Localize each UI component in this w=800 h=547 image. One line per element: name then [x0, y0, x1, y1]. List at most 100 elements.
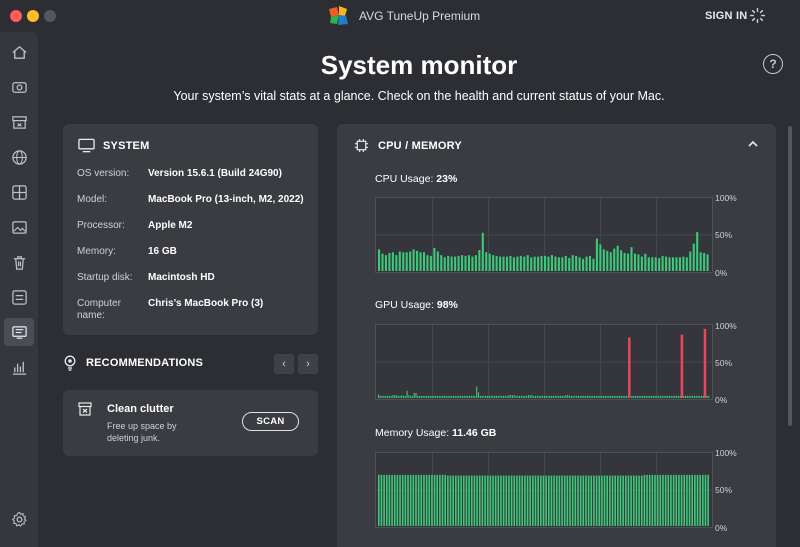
gpu-bar: [558, 395, 560, 398]
gpu-bar: [379, 395, 381, 398]
help-icon[interactable]: ?: [763, 54, 783, 74]
avg-logo-icon: [329, 6, 348, 25]
memory-bar: [617, 475, 619, 526]
gpu-bar: [467, 395, 469, 398]
gpu-bar: [699, 395, 701, 398]
memory-bar: [670, 474, 672, 526]
cpu-usage-chart: [375, 197, 713, 273]
memory-bar: [417, 474, 420, 526]
gpu-bar: [495, 395, 497, 398]
sidebar-item-home[interactable]: [4, 38, 34, 66]
memory-bar: [678, 474, 680, 526]
cpu-bar: [388, 253, 391, 271]
cpu-bar: [443, 257, 446, 271]
spec-value: Apple M2: [148, 220, 193, 231]
close-window-button[interactable]: [10, 10, 22, 22]
sidebar-item-startup[interactable]: [4, 283, 34, 311]
memory-bar: [532, 475, 534, 526]
memory-bar: [664, 474, 667, 526]
memory-bar: [441, 474, 444, 526]
minimize-window-button[interactable]: [27, 10, 39, 22]
gpu-bar: [477, 392, 480, 398]
memory-bar: [383, 474, 385, 526]
gpu-bar: [445, 395, 447, 398]
memory-bar: [659, 474, 662, 526]
memory-bar: [563, 475, 566, 526]
cpu-bar: [519, 255, 522, 271]
gpu-bar: [429, 395, 431, 398]
cpu-bar: [440, 255, 443, 271]
memory-bar: [473, 475, 476, 526]
sign-in-link[interactable]: SIGN IN: [705, 10, 748, 22]
gpu-bar: [465, 395, 467, 398]
gpu-bar: [381, 395, 383, 398]
gpu-bar: [433, 395, 435, 398]
memory-usage-label: Memory Usage: 11.46 GB: [375, 427, 496, 439]
spec-key: Model:: [77, 194, 108, 205]
gpu-bar: [470, 395, 472, 398]
gpu-bar: [497, 395, 499, 398]
cpu-bar: [481, 232, 484, 271]
sidebar: [0, 32, 38, 547]
gpu-bar: [706, 395, 708, 398]
sidebar-item-settings[interactable]: [4, 505, 34, 533]
cpu-bar: [554, 256, 557, 271]
sidebar-item-apps[interactable]: [4, 178, 34, 206]
sidebar-item-photos[interactable]: [4, 213, 34, 241]
gpu-bar: [688, 395, 690, 398]
sidebar-item-system-monitor[interactable]: [4, 318, 34, 346]
gpu-bar: [426, 395, 428, 398]
gpu-bar: [513, 395, 515, 398]
apps-icon: [11, 184, 27, 200]
gpu-bar: [581, 395, 583, 398]
gpu-bar: [640, 395, 642, 398]
memory-bar: [478, 475, 481, 526]
cpu-bar: [658, 258, 661, 271]
memory-bar: [388, 474, 391, 526]
sidebar-item-browser[interactable]: [4, 143, 34, 171]
gpu-bar: [511, 395, 513, 398]
recommendations-next-button[interactable]: ›: [298, 354, 318, 374]
cpu-usage-label: CPU Usage: 23%: [375, 173, 457, 185]
cpu-bar: [575, 255, 578, 271]
cpu-bar: [547, 256, 550, 271]
gpu-bar: [529, 395, 531, 398]
cpu-bar: [433, 247, 436, 271]
gpu-bar: [602, 395, 604, 398]
gpu-bar: [481, 395, 483, 398]
gpu-bar: [560, 395, 562, 398]
memory-bar: [391, 474, 393, 526]
sidebar-item-stats[interactable]: [4, 353, 34, 381]
sidebar-item-performance[interactable]: [4, 73, 34, 101]
memory-bar: [542, 475, 545, 526]
memory-bar: [439, 474, 441, 526]
gpu-bar: [490, 395, 492, 398]
gpu-bar: [476, 386, 478, 398]
gpu-bar: [449, 395, 451, 398]
memory-bar: [553, 475, 555, 526]
gpu-bar: [708, 395, 710, 398]
cpu-bar: [492, 255, 495, 271]
gpu-bar: [649, 395, 651, 398]
zoom-window-button[interactable]: [44, 10, 56, 22]
memory-bar: [601, 475, 603, 526]
chevron-up-icon[interactable]: [747, 138, 759, 150]
scan-button[interactable]: SCAN: [242, 412, 299, 431]
sidebar-item-trash[interactable]: [4, 248, 34, 276]
memory-bar: [433, 474, 436, 526]
spec-value: Version 15.6.1 (Build 24G90): [148, 168, 282, 179]
gpu-bar: [469, 395, 471, 398]
recommendations-prev-button[interactable]: ‹: [274, 354, 294, 374]
cpu-bar: [599, 244, 602, 271]
memory-bar: [675, 474, 678, 526]
gpu-bar: [570, 395, 572, 398]
memory-bar: [640, 475, 643, 526]
cpu-bar: [665, 256, 668, 271]
memory-bar: [393, 474, 396, 526]
memory-bar: [606, 475, 609, 526]
scrollbar-thumb[interactable]: [788, 126, 792, 426]
memory-bar: [648, 474, 651, 526]
sidebar-item-clutter[interactable]: [4, 108, 34, 136]
gpu-bar: [604, 395, 606, 398]
gpu-bar: [599, 395, 601, 398]
